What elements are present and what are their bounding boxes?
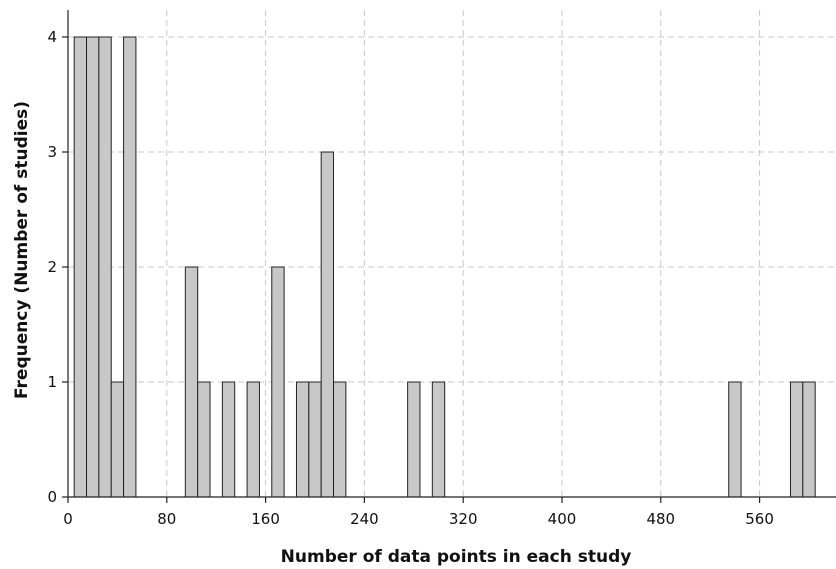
y-tick-label: 0 [47,488,57,506]
histogram-bar [98,36,112,498]
x-tick-label: 480 [646,510,675,528]
histogram-bar [246,381,260,498]
histogram-bar [123,36,137,498]
histogram-bar [271,266,285,498]
y-tick-label: 4 [47,28,57,46]
y-tick-label: 2 [47,258,57,276]
histogram-bar [110,381,125,498]
histogram-bar [431,381,446,498]
y-tick-label: 1 [47,373,57,391]
histogram-bar [308,381,322,498]
histogram-bar [789,381,804,498]
x-tick-label: 400 [548,510,577,528]
histogram-bar [197,381,211,498]
histogram-bar [184,266,199,498]
y-axis-title: Frequency (Number of studies) [12,101,32,399]
histogram-bar [728,381,742,498]
histogram-bars [73,36,816,498]
histogram-bar [221,381,236,498]
axis-ticks: 0 80 160 240 320 400 480 560 0 1 2 3 4 [47,28,773,528]
x-tick-label: 0 [63,510,73,528]
histogram-bar [86,36,100,498]
x-axis-title: Number of data points in each study [281,547,632,567]
histogram-bar [407,381,421,498]
histogram-bar [802,381,816,498]
histogram-bar [295,381,310,498]
x-tick-label: 320 [449,510,478,528]
histogram-bar [333,381,347,498]
y-tick-label: 3 [47,143,57,161]
x-tick-label: 240 [350,510,379,528]
grid-lines [68,10,836,497]
histogram-bar [320,151,335,498]
x-tick-label: 560 [745,510,774,528]
x-tick-label: 80 [157,510,176,528]
x-tick-label: 160 [251,510,280,528]
histogram-bar [73,36,88,498]
axes [67,10,836,498]
